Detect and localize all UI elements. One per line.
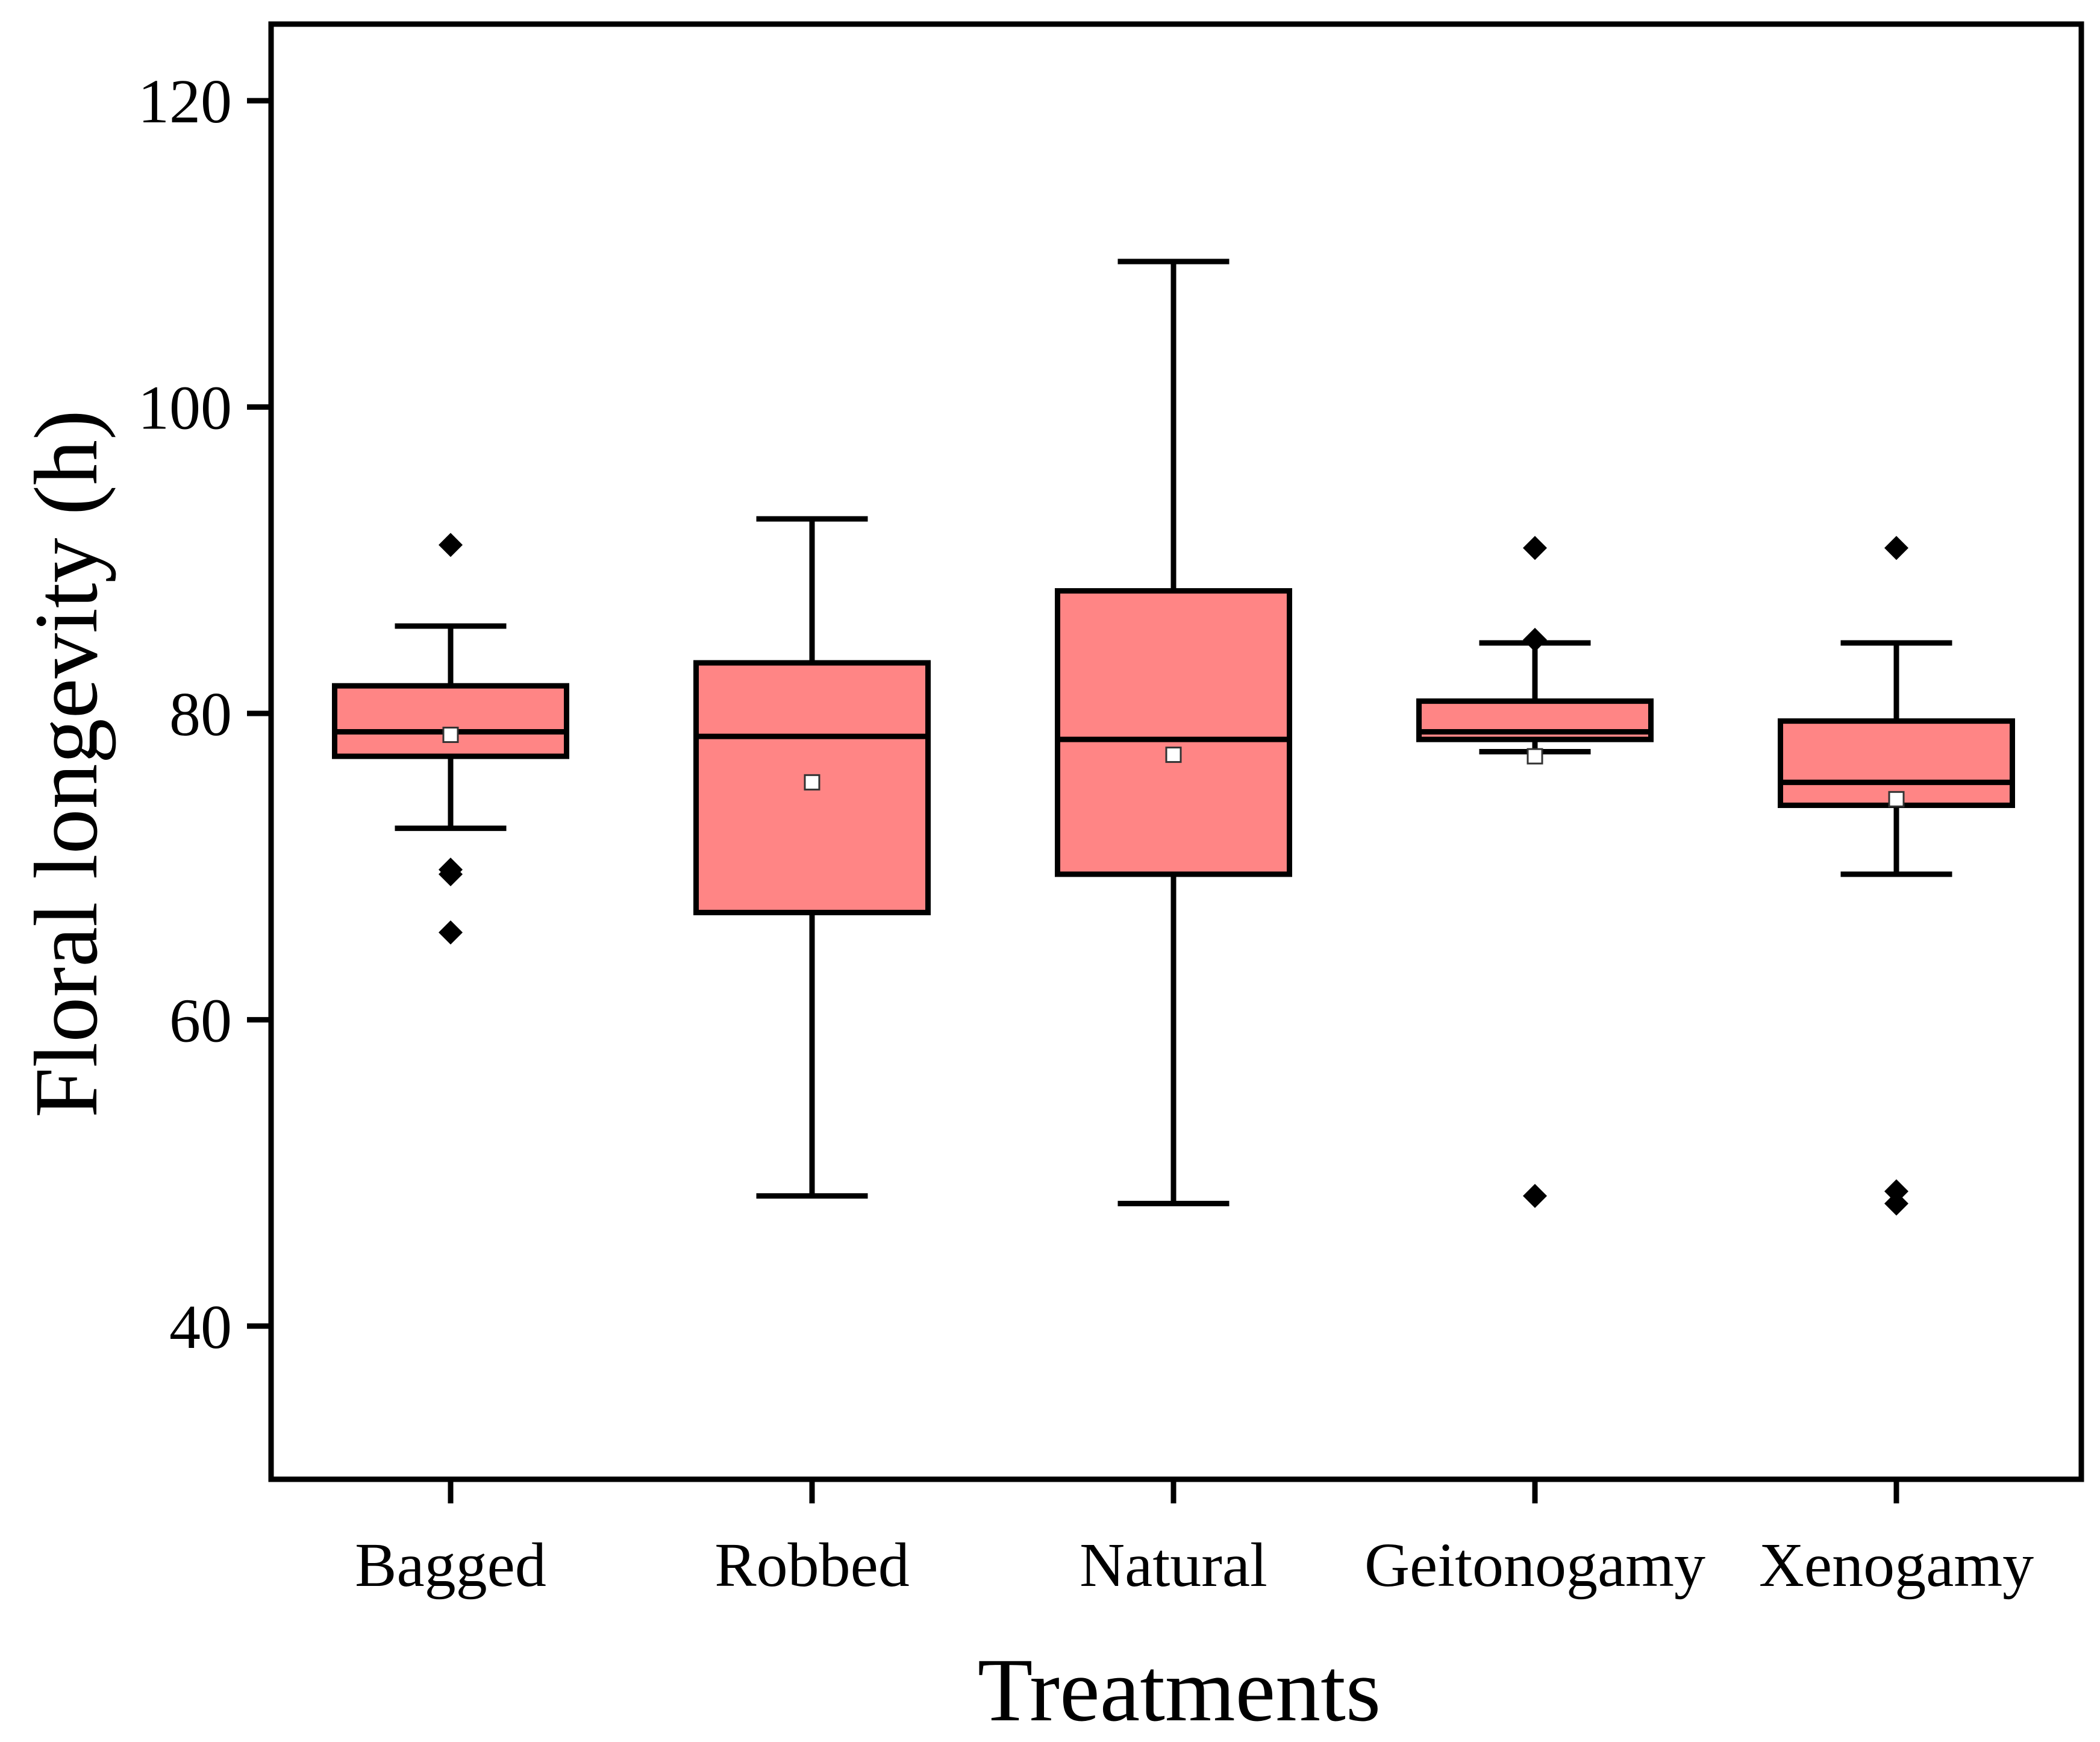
x-tick-label-robbed: Robbed	[714, 1531, 910, 1600]
outlier-point	[1523, 1183, 1547, 1208]
iqr-box	[1055, 588, 1292, 877]
outlier-point	[439, 862, 463, 886]
x-tick-label-natural: Natural	[1080, 1531, 1267, 1600]
box-geitonogamy	[1416, 536, 1654, 1208]
box-natural	[1055, 258, 1292, 1206]
outlier-point	[439, 533, 463, 557]
mean-marker	[1888, 791, 1905, 807]
y-tick-label: 100	[138, 374, 232, 443]
mean-marker	[804, 774, 820, 791]
mean-marker	[1527, 748, 1543, 765]
outlier-point	[439, 920, 463, 945]
outlier-point	[1523, 627, 1547, 652]
x-tick-label-geitonogamy: Geitonogamy	[1364, 1531, 1705, 1600]
x-tick-label-bagged: Bagged	[355, 1531, 546, 1600]
plot-layer	[332, 258, 2015, 1216]
iqr-box	[332, 683, 569, 759]
x-axis: Bagged Robbed Natural Geitonogamy Xenogamy	[355, 1479, 2034, 1600]
y-tick-label: 120	[138, 67, 232, 136]
y-tick-label: 40	[169, 1292, 232, 1362]
box-xenogamy	[1778, 536, 2015, 1216]
box-bagged	[332, 533, 569, 945]
outlier-point	[1884, 536, 1908, 560]
box-robbed	[693, 516, 931, 1199]
outlier-point	[1884, 1191, 1908, 1216]
outlier-point	[1884, 1179, 1908, 1204]
y-axis-title: Floral longevity (h)	[16, 410, 116, 1118]
mean-marker	[1165, 747, 1182, 763]
y-tick-label: 60	[169, 986, 232, 1055]
y-tick-label: 80	[169, 680, 232, 749]
x-axis-title: Treatments	[978, 1640, 1381, 1740]
x-tick-label-xenogamy: Xenogamy	[1759, 1531, 2034, 1600]
y-axis: 40 60 80 100 120	[138, 67, 271, 1362]
mean-marker	[442, 727, 459, 744]
outlier-point	[1523, 536, 1547, 560]
